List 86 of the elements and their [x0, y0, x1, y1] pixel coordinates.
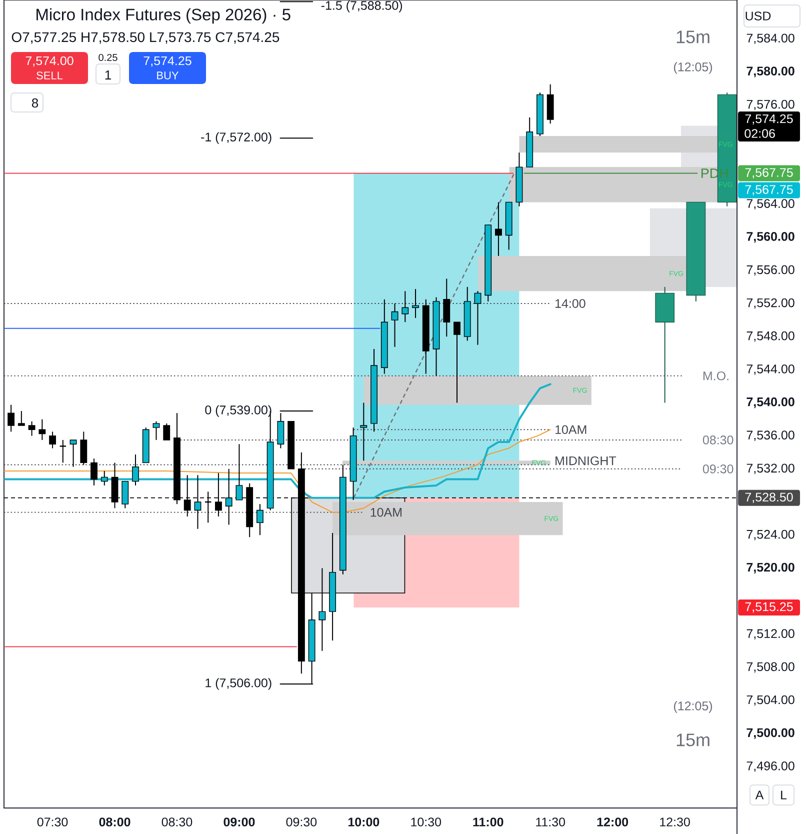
y-tick-label: 7,580.00: [746, 66, 794, 78]
y-tick-label: 7,532.00: [746, 464, 794, 474]
annotation: 15m: [676, 30, 710, 44]
annotation: (12:05): [674, 62, 712, 74]
candlestick: [360, 402, 368, 462]
annotation: 15m: [676, 734, 710, 746]
candlestick: [402, 290, 409, 323]
series-label: MIDNIGHT: [556, 456, 616, 466]
series-label: 1 (7,506.00): [206, 678, 272, 690]
ref-line-label: 7,528.50: [745, 492, 793, 504]
text: O7,577.25 H7,578.50 L7,573.75 C7,574.25: [12, 32, 280, 44]
x-tick-label: 09:00: [224, 818, 255, 826]
y-tick-label: 7,508.00: [746, 662, 794, 673]
candlestick: [70, 439, 77, 468]
candlestick: [90, 458, 98, 486]
candlestick: [8, 404, 15, 432]
y-tick-label: 7,512.00: [746, 629, 794, 640]
series-label: -1.5 (7,588.50): [321, 0, 402, 12]
x-tick-label: 11:30: [536, 818, 566, 826]
y-tick-label: 7,584.00: [746, 34, 794, 44]
y-tick-label: 7,564.00: [746, 199, 794, 210]
candlestick: [18, 410, 25, 426]
annotation: 1: [105, 70, 111, 80]
y-tick-label: 7,552.00: [746, 298, 794, 309]
text: L: [781, 790, 787, 800]
y-tick-label: 7,524.00: [746, 530, 794, 540]
series-label: 08:30: [702, 436, 734, 444]
annotation: 0.25: [98, 54, 118, 62]
x-tick-label: 11:00: [473, 818, 504, 826]
annotation: BUY: [157, 72, 179, 80]
chart-title: Micro Index Futures (Sep 2026) · 5: [36, 8, 290, 24]
candlestick: [443, 278, 450, 338]
text: 02:06: [744, 129, 775, 138]
candlestick: [412, 288, 419, 318]
series-label: 14:00: [555, 299, 586, 308]
series-label: 10AM: [555, 425, 586, 434]
candlestick: [132, 454, 139, 486]
candlestick: [256, 504, 264, 536]
text: 7,567.75: [745, 168, 793, 178]
text: 7,515.25: [745, 602, 793, 613]
y-tick-label: 7,536.00: [746, 430, 794, 441]
annotation: 8: [32, 98, 38, 108]
candlestick: [28, 420, 36, 436]
y-tick-label: 7,540.00: [746, 397, 794, 408]
text: A: [755, 790, 764, 800]
y-tick-label: 7,556.00: [746, 265, 794, 276]
y-tick-label: 7,500.00: [746, 728, 794, 739]
x-tick-label: 08:00: [99, 818, 130, 826]
x-tick-label: 10:30: [411, 818, 442, 826]
series-label: -1 (7,572.00): [201, 132, 272, 144]
series-label: M.O.: [703, 371, 728, 380]
y-tick-label: 7,520.00: [746, 562, 794, 574]
annotation: 7,574.00: [26, 56, 74, 67]
text: 7,567.75: [745, 185, 793, 196]
y-tick-label: 7,560.00: [746, 232, 794, 243]
y-tick-label: 7,548.00: [746, 331, 794, 342]
y-tick-label: 7,576.00: [746, 100, 794, 110]
annotation: SELL: [36, 72, 63, 80]
candlestick: [163, 422, 170, 440]
text: USD: [746, 12, 771, 20]
text: 7,574.25: [745, 114, 793, 125]
x-tick-label: 10:00: [348, 818, 380, 826]
candlestick: [454, 322, 460, 404]
candlestick: [38, 418, 46, 440]
series-label: 0 (7,539.00): [205, 405, 272, 417]
x-tick-label: 12:30: [660, 818, 690, 826]
y-tick-label: 7,544.00: [746, 364, 794, 375]
candlestick: [495, 202, 502, 256]
y-tick-label: 7,496.00: [746, 761, 794, 772]
x-tick-label: 07:30: [37, 818, 68, 826]
x-tick-label: 08:30: [162, 818, 192, 826]
candlestick: [100, 470, 108, 486]
series-label: 09:30: [702, 464, 734, 474]
candlestick: [80, 431, 88, 466]
line-series: [4, 383, 552, 499]
x-tick-label: 12:00: [597, 818, 628, 826]
annotation: (12:05): [674, 701, 712, 713]
candlestick: [474, 290, 482, 346]
candlestick: [391, 303, 398, 348]
candlestick: [59, 439, 67, 464]
series-label: 10AM: [370, 508, 402, 517]
y-tick-label: 7,504.00: [746, 695, 794, 706]
candlestick: [49, 431, 56, 449]
candlestick: [152, 420, 160, 440]
x-tick-label: 09:30: [286, 818, 317, 826]
annotation: 7,574.25: [144, 56, 192, 67]
